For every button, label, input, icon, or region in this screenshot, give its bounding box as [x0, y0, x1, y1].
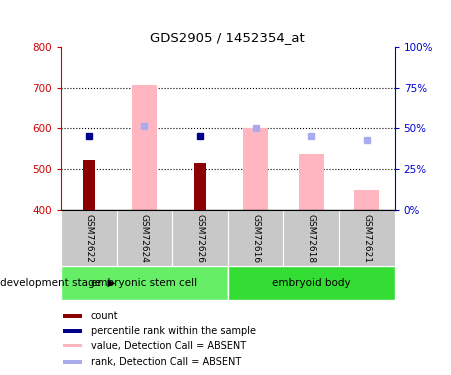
Text: GSM72618: GSM72618	[307, 214, 316, 264]
Bar	[63, 344, 82, 348]
Bar	[228, 210, 283, 266]
Text: count: count	[91, 311, 118, 321]
Bar	[194, 163, 206, 210]
Bar	[354, 190, 379, 210]
Text: GSM72622: GSM72622	[84, 214, 93, 263]
Bar	[63, 360, 82, 364]
Bar	[228, 266, 395, 300]
Text: embryoid body: embryoid body	[272, 278, 350, 288]
Bar	[61, 266, 228, 300]
Bar	[61, 210, 116, 266]
Text: percentile rank within the sample: percentile rank within the sample	[91, 326, 256, 336]
Bar	[116, 210, 172, 266]
Text: embryonic stem cell: embryonic stem cell	[91, 278, 198, 288]
Bar	[299, 154, 324, 210]
Text: GSM72621: GSM72621	[362, 214, 371, 264]
Text: GSM72616: GSM72616	[251, 214, 260, 264]
Bar	[339, 210, 395, 266]
Text: rank, Detection Call = ABSENT: rank, Detection Call = ABSENT	[91, 357, 241, 367]
Text: GSM72626: GSM72626	[195, 214, 204, 264]
Text: GSM72624: GSM72624	[140, 214, 149, 263]
Bar	[63, 314, 82, 318]
Bar	[83, 160, 95, 210]
Bar	[63, 329, 82, 333]
Bar	[172, 210, 228, 266]
Text: development stage  ▶: development stage ▶	[0, 278, 115, 288]
Text: value, Detection Call = ABSENT: value, Detection Call = ABSENT	[91, 340, 246, 351]
Bar	[283, 210, 339, 266]
Bar	[132, 85, 157, 210]
Title: GDS2905 / 1452354_at: GDS2905 / 1452354_at	[150, 32, 305, 44]
Bar	[243, 128, 268, 210]
